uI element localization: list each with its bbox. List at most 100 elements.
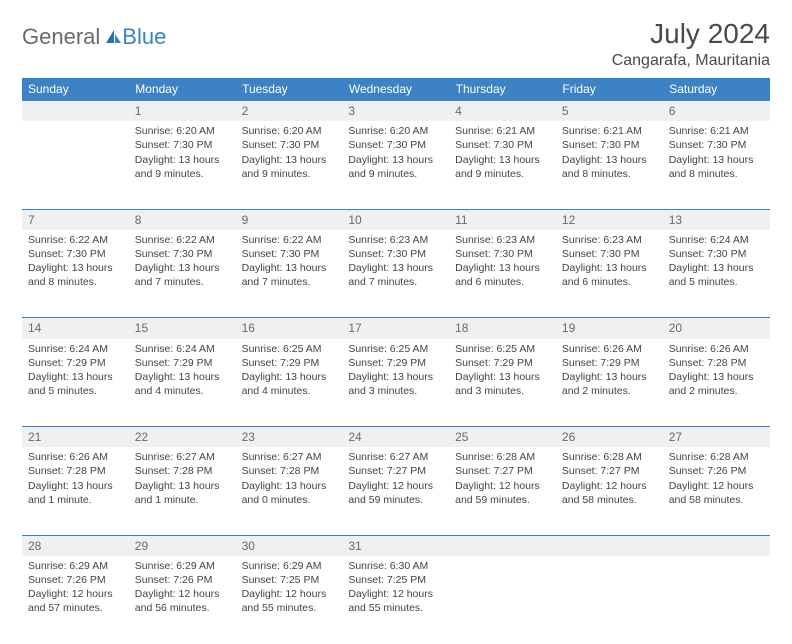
day-number: 1: [129, 101, 236, 122]
sunset-line: Sunset: 7:28 PM: [242, 464, 337, 478]
day-number: 15: [129, 318, 236, 339]
day-cell-body: Sunrise: 6:24 AMSunset: 7:29 PMDaylight:…: [129, 339, 236, 405]
daynum-row: 21222324252627: [22, 427, 770, 448]
weekday-header-row: Sunday Monday Tuesday Wednesday Thursday…: [22, 78, 770, 101]
sunset-line: Sunset: 7:29 PM: [28, 356, 123, 370]
day-cell-body: Sunrise: 6:21 AMSunset: 7:30 PMDaylight:…: [449, 121, 556, 187]
week-row: Sunrise: 6:29 AMSunset: 7:26 PMDaylight:…: [22, 556, 770, 644]
sunset-line: Sunset: 7:30 PM: [348, 247, 443, 261]
daylight-line: Daylight: 12 hours and 57 minutes.: [28, 587, 123, 615]
daylight-line: Daylight: 13 hours and 3 minutes.: [455, 370, 550, 398]
week-row: Sunrise: 6:26 AMSunset: 7:28 PMDaylight:…: [22, 447, 770, 535]
sunset-line: Sunset: 7:30 PM: [348, 138, 443, 152]
daylight-line: Daylight: 12 hours and 58 minutes.: [562, 479, 657, 507]
day-number: 25: [449, 427, 556, 448]
sunset-line: Sunset: 7:29 PM: [135, 356, 230, 370]
daylight-line: Daylight: 13 hours and 9 minutes.: [455, 153, 550, 181]
daylight-line: Daylight: 13 hours and 4 minutes.: [135, 370, 230, 398]
sunset-line: Sunset: 7:30 PM: [135, 138, 230, 152]
sunset-line: Sunset: 7:25 PM: [242, 573, 337, 587]
day-cell-body: Sunrise: 6:28 AMSunset: 7:27 PMDaylight:…: [556, 447, 663, 513]
daylight-line: Daylight: 13 hours and 2 minutes.: [669, 370, 764, 398]
sunset-line: Sunset: 7:30 PM: [669, 138, 764, 152]
day-cell: Sunrise: 6:21 AMSunset: 7:30 PMDaylight:…: [556, 121, 663, 209]
day-number: [22, 101, 129, 122]
day-cell: Sunrise: 6:30 AMSunset: 7:25 PMDaylight:…: [342, 556, 449, 644]
day-number: 30: [236, 535, 343, 556]
sunset-line: Sunset: 7:30 PM: [669, 247, 764, 261]
daylight-line: Daylight: 13 hours and 3 minutes.: [348, 370, 443, 398]
brand-part1: General: [22, 24, 100, 50]
day-cell: Sunrise: 6:20 AMSunset: 7:30 PMDaylight:…: [236, 121, 343, 209]
day-cell: Sunrise: 6:24 AMSunset: 7:30 PMDaylight:…: [663, 230, 770, 318]
sunrise-line: Sunrise: 6:30 AM: [348, 559, 443, 573]
sunrise-line: Sunrise: 6:28 AM: [562, 450, 657, 464]
daylight-line: Daylight: 13 hours and 1 minute.: [28, 479, 123, 507]
daylight-line: Daylight: 12 hours and 56 minutes.: [135, 587, 230, 615]
sunset-line: Sunset: 7:30 PM: [242, 247, 337, 261]
week-row: Sunrise: 6:24 AMSunset: 7:29 PMDaylight:…: [22, 339, 770, 427]
day-cell-body: Sunrise: 6:28 AMSunset: 7:26 PMDaylight:…: [663, 447, 770, 513]
day-number: 4: [449, 101, 556, 122]
sunrise-line: Sunrise: 6:23 AM: [455, 233, 550, 247]
location: Cangarafa, Mauritania: [612, 52, 770, 70]
day-number: 7: [22, 209, 129, 230]
sunrise-line: Sunrise: 6:28 AM: [669, 450, 764, 464]
sunrise-line: Sunrise: 6:21 AM: [562, 124, 657, 138]
day-cell: Sunrise: 6:21 AMSunset: 7:30 PMDaylight:…: [449, 121, 556, 209]
day-number: 26: [556, 427, 663, 448]
day-number: [556, 535, 663, 556]
sunrise-line: Sunrise: 6:29 AM: [242, 559, 337, 573]
day-cell: Sunrise: 6:25 AMSunset: 7:29 PMDaylight:…: [342, 339, 449, 427]
day-number: 11: [449, 209, 556, 230]
day-number: [663, 535, 770, 556]
daylight-line: Daylight: 13 hours and 2 minutes.: [562, 370, 657, 398]
sunrise-line: Sunrise: 6:29 AM: [135, 559, 230, 573]
sunset-line: Sunset: 7:29 PM: [562, 356, 657, 370]
day-cell: [556, 556, 663, 644]
day-cell: Sunrise: 6:24 AMSunset: 7:29 PMDaylight:…: [129, 339, 236, 427]
sunrise-line: Sunrise: 6:21 AM: [669, 124, 764, 138]
day-cell-body: Sunrise: 6:27 AMSunset: 7:28 PMDaylight:…: [236, 447, 343, 513]
sunset-line: Sunset: 7:28 PM: [669, 356, 764, 370]
sunset-line: Sunset: 7:30 PM: [455, 138, 550, 152]
day-number: 23: [236, 427, 343, 448]
day-cell-body: Sunrise: 6:25 AMSunset: 7:29 PMDaylight:…: [449, 339, 556, 405]
daynum-row: 123456: [22, 101, 770, 122]
daynum-row: 78910111213: [22, 209, 770, 230]
day-cell: Sunrise: 6:28 AMSunset: 7:27 PMDaylight:…: [449, 447, 556, 535]
sunrise-line: Sunrise: 6:22 AM: [28, 233, 123, 247]
sunrise-line: Sunrise: 6:26 AM: [669, 342, 764, 356]
daylight-line: Daylight: 13 hours and 9 minutes.: [135, 153, 230, 181]
day-cell: Sunrise: 6:22 AMSunset: 7:30 PMDaylight:…: [236, 230, 343, 318]
day-cell: Sunrise: 6:29 AMSunset: 7:25 PMDaylight:…: [236, 556, 343, 644]
day-number: 6: [663, 101, 770, 122]
weekday-header: Thursday: [449, 78, 556, 101]
daynum-row: 28293031: [22, 535, 770, 556]
sunrise-line: Sunrise: 6:24 AM: [28, 342, 123, 356]
day-cell: Sunrise: 6:20 AMSunset: 7:30 PMDaylight:…: [129, 121, 236, 209]
weekday-header: Saturday: [663, 78, 770, 101]
day-number: 29: [129, 535, 236, 556]
sunset-line: Sunset: 7:29 PM: [242, 356, 337, 370]
day-cell: Sunrise: 6:20 AMSunset: 7:30 PMDaylight:…: [342, 121, 449, 209]
day-cell: Sunrise: 6:26 AMSunset: 7:28 PMDaylight:…: [663, 339, 770, 427]
daylight-line: Daylight: 12 hours and 55 minutes.: [348, 587, 443, 615]
sunset-line: Sunset: 7:26 PM: [669, 464, 764, 478]
page-header: General Blue July 2024 Cangarafa, Maurit…: [22, 18, 770, 70]
day-number: 19: [556, 318, 663, 339]
sunset-line: Sunset: 7:27 PM: [348, 464, 443, 478]
daylight-line: Daylight: 13 hours and 9 minutes.: [242, 153, 337, 181]
daylight-line: Daylight: 13 hours and 5 minutes.: [669, 261, 764, 289]
sunset-line: Sunset: 7:29 PM: [455, 356, 550, 370]
sunset-line: Sunset: 7:27 PM: [562, 464, 657, 478]
day-cell-body: Sunrise: 6:26 AMSunset: 7:28 PMDaylight:…: [663, 339, 770, 405]
sunrise-line: Sunrise: 6:20 AM: [242, 124, 337, 138]
day-cell: Sunrise: 6:25 AMSunset: 7:29 PMDaylight:…: [236, 339, 343, 427]
day-cell-body: Sunrise: 6:22 AMSunset: 7:30 PMDaylight:…: [22, 230, 129, 296]
day-number: 21: [22, 427, 129, 448]
day-number: 17: [342, 318, 449, 339]
day-number: 3: [342, 101, 449, 122]
sunrise-line: Sunrise: 6:20 AM: [135, 124, 230, 138]
daylight-line: Daylight: 12 hours and 59 minutes.: [455, 479, 550, 507]
